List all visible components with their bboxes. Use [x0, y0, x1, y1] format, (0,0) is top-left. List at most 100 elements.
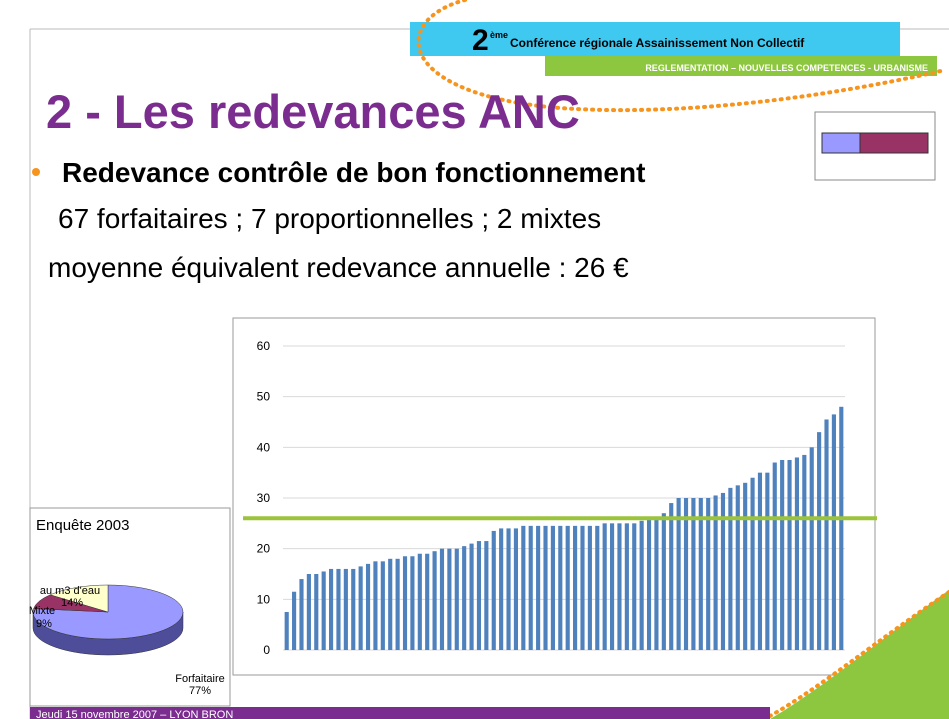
bar: [447, 548, 452, 650]
bar: [654, 518, 659, 650]
pie-slice: [32, 584, 184, 640]
bar: [824, 419, 829, 650]
bar: [624, 523, 629, 650]
corner-decoration: [770, 590, 949, 719]
bar: [454, 548, 459, 650]
bar: [336, 568, 341, 650]
y-tick-label: 40: [257, 440, 271, 454]
bar: [676, 498, 681, 650]
header-band: [410, 22, 900, 56]
bar: [565, 525, 570, 650]
header-band-2: [545, 56, 937, 76]
bar: [683, 498, 689, 650]
bar: [550, 525, 555, 650]
bar: [513, 528, 519, 650]
bar: [321, 571, 326, 650]
bar: [410, 556, 415, 650]
bar: [661, 513, 666, 650]
bar: [499, 528, 504, 650]
footer-text: Jeudi 15 novembre 2007 – LYON BRON: [36, 709, 233, 719]
pie-value-label: 14%: [61, 597, 83, 609]
bar: [669, 503, 674, 650]
bar: [528, 525, 533, 650]
y-tick-label: 30: [257, 491, 271, 505]
pie-label: Forfaitaire: [175, 673, 225, 685]
bar: [439, 548, 445, 650]
header-sup: ème: [490, 30, 508, 40]
bullet-line: 67 forfaitaires ; 7 proportionnelles ; 2…: [58, 203, 601, 234]
header-conference: Conférence régionale Assainissement Non …: [510, 36, 805, 50]
header-number: 2: [472, 24, 489, 57]
bar: [587, 525, 592, 650]
bar: [306, 574, 311, 650]
bar: [794, 457, 800, 650]
pie-label: au m3 d'eau: [40, 585, 100, 597]
bar: [417, 553, 422, 650]
thumbnail: [814, 111, 936, 181]
bar: [284, 612, 289, 650]
bar: [462, 546, 467, 650]
thumb-seg: [821, 132, 861, 154]
bar: [558, 525, 563, 650]
bar: [299, 579, 304, 650]
pie-value-label: 9%: [36, 618, 52, 630]
bar: [639, 520, 644, 650]
bar: [698, 498, 703, 650]
y-tick-label: 60: [257, 339, 271, 353]
bar: [521, 525, 526, 650]
bar: [831, 414, 836, 650]
bar: [469, 543, 474, 650]
thumb-seg: [859, 132, 929, 154]
bar: [380, 561, 385, 650]
bar: [802, 454, 807, 650]
footer-bar: [30, 707, 770, 719]
bar: [432, 551, 437, 650]
slide-title: 2 - Les redevances ANC: [46, 85, 580, 138]
bar: [536, 525, 541, 650]
pie-slice: [49, 584, 109, 613]
bar: [476, 541, 482, 650]
bar: [373, 561, 378, 650]
bar: [595, 525, 600, 650]
bar: [720, 492, 726, 650]
y-tick-label: 0: [263, 643, 270, 657]
bar: [402, 556, 408, 650]
pie-value-label: 77%: [189, 685, 211, 697]
bullet-heading: Redevance contrôle de bon fonctionnement: [62, 157, 645, 188]
y-tick-label: 50: [257, 390, 271, 404]
bar: [765, 472, 770, 650]
bar: [602, 523, 607, 650]
dotted-arc: [416, 0, 947, 113]
bar: [573, 525, 578, 650]
bar: [580, 525, 585, 650]
bar: [750, 477, 755, 650]
bar: [757, 472, 763, 650]
bar: [543, 525, 548, 650]
bullet-line: moyenne équivalent redevance annuelle : …: [48, 252, 629, 283]
bar: [365, 563, 371, 650]
bar: [388, 558, 393, 650]
y-tick-label: 10: [257, 592, 271, 606]
bar: [632, 523, 637, 650]
bullet-dot: [32, 168, 40, 176]
y-tick-label: 20: [257, 542, 271, 556]
bar: [706, 498, 711, 650]
bar: [351, 568, 356, 650]
bar: [395, 558, 400, 650]
bar: [743, 482, 748, 650]
bar: [484, 541, 489, 650]
bar: [839, 406, 844, 650]
bar: [772, 462, 777, 650]
bar: [713, 495, 718, 650]
bar: [425, 553, 430, 650]
bar: [728, 487, 733, 650]
bar: [817, 432, 822, 650]
bar: [506, 528, 511, 650]
bar: [646, 518, 652, 650]
corner-dots: [768, 590, 949, 718]
pie-title: Enquête 2003: [36, 517, 129, 534]
bar: [343, 568, 348, 650]
bar: [491, 530, 496, 650]
pie-label: Mixte: [29, 605, 55, 617]
